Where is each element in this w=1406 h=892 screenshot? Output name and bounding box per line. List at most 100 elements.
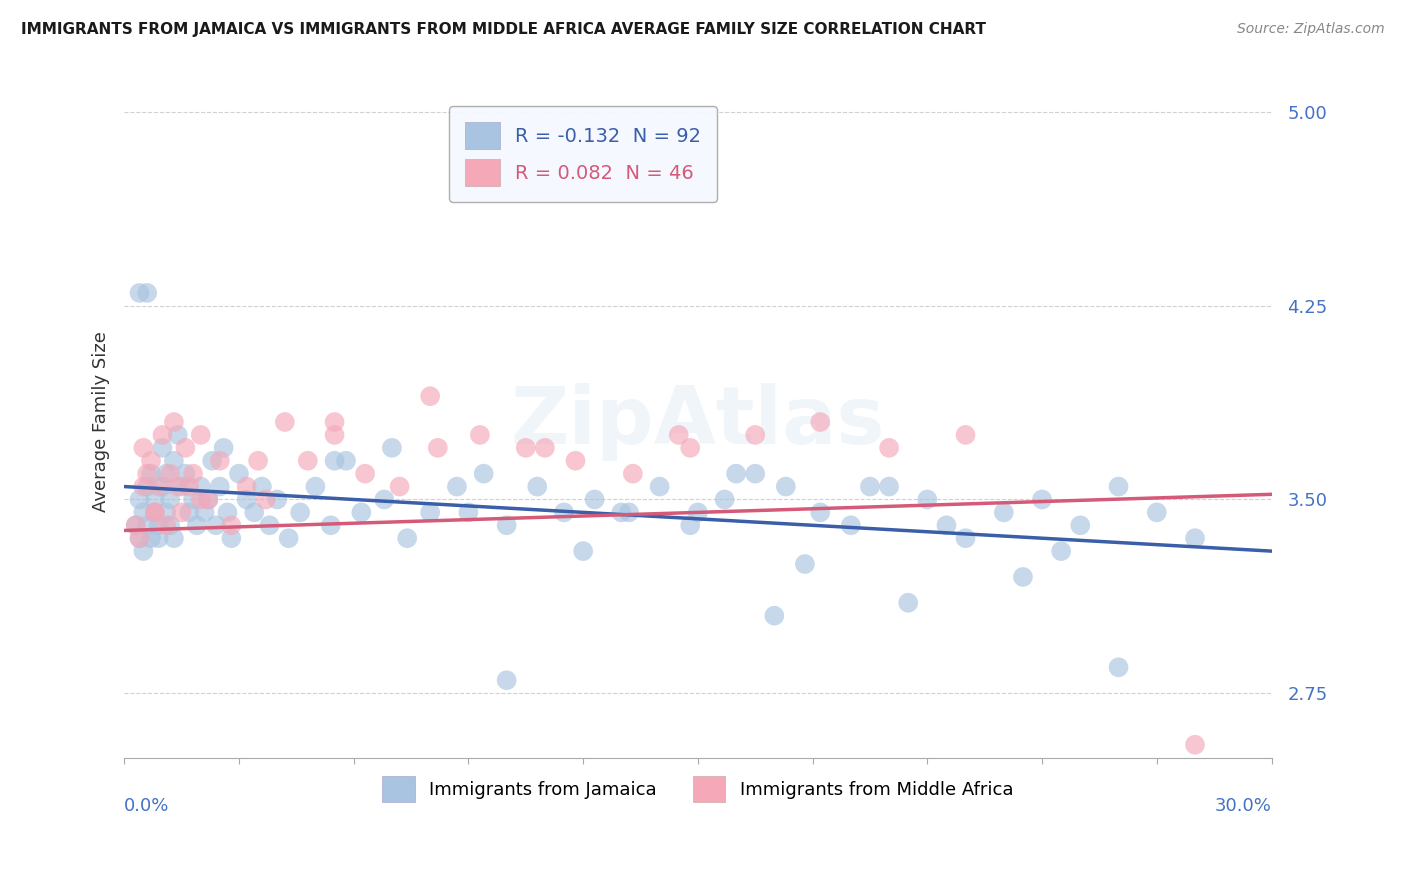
Point bbox=[794, 557, 817, 571]
Point bbox=[744, 467, 766, 481]
Point bbox=[179, 505, 201, 519]
Point bbox=[993, 505, 1015, 519]
Point bbox=[125, 518, 148, 533]
Point bbox=[247, 454, 270, 468]
Point bbox=[495, 518, 517, 533]
Point bbox=[186, 518, 208, 533]
Point bbox=[190, 428, 212, 442]
Point bbox=[495, 673, 517, 688]
Point bbox=[143, 505, 166, 519]
Point bbox=[1069, 518, 1091, 533]
Point bbox=[266, 492, 288, 507]
Point bbox=[159, 518, 181, 533]
Point bbox=[179, 479, 201, 493]
Point bbox=[572, 544, 595, 558]
Point bbox=[763, 608, 786, 623]
Point bbox=[897, 596, 920, 610]
Point bbox=[274, 415, 297, 429]
Point bbox=[775, 479, 797, 493]
Point bbox=[132, 441, 155, 455]
Point bbox=[159, 467, 181, 481]
Point bbox=[1031, 492, 1053, 507]
Point bbox=[128, 531, 150, 545]
Point bbox=[839, 518, 862, 533]
Point bbox=[534, 441, 557, 455]
Point bbox=[335, 454, 357, 468]
Point bbox=[323, 415, 346, 429]
Point bbox=[526, 479, 548, 493]
Point bbox=[648, 479, 671, 493]
Point bbox=[277, 531, 299, 545]
Point bbox=[181, 467, 204, 481]
Point bbox=[139, 531, 162, 545]
Point bbox=[354, 467, 377, 481]
Point bbox=[197, 492, 219, 507]
Point bbox=[208, 454, 231, 468]
Point bbox=[152, 441, 174, 455]
Point bbox=[877, 441, 900, 455]
Point bbox=[128, 285, 150, 300]
Point bbox=[808, 415, 831, 429]
Point bbox=[955, 428, 977, 442]
Point bbox=[197, 492, 219, 507]
Y-axis label: Average Family Size: Average Family Size bbox=[93, 332, 110, 512]
Point bbox=[163, 454, 186, 468]
Point bbox=[148, 531, 170, 545]
Point bbox=[181, 492, 204, 507]
Point bbox=[859, 479, 882, 493]
Point bbox=[457, 505, 479, 519]
Point bbox=[152, 479, 174, 493]
Point bbox=[174, 441, 197, 455]
Point bbox=[446, 479, 468, 493]
Point bbox=[228, 467, 250, 481]
Point bbox=[679, 518, 702, 533]
Point bbox=[1108, 479, 1130, 493]
Text: Source: ZipAtlas.com: Source: ZipAtlas.com bbox=[1237, 22, 1385, 37]
Point bbox=[143, 505, 166, 519]
Point bbox=[744, 428, 766, 442]
Point bbox=[163, 531, 186, 545]
Point bbox=[136, 285, 159, 300]
Point bbox=[155, 518, 177, 533]
Point bbox=[259, 518, 281, 533]
Point bbox=[1108, 660, 1130, 674]
Point bbox=[935, 518, 957, 533]
Point bbox=[304, 479, 326, 493]
Point bbox=[243, 505, 266, 519]
Point bbox=[148, 518, 170, 533]
Point bbox=[1012, 570, 1035, 584]
Point bbox=[235, 492, 257, 507]
Point bbox=[1184, 531, 1206, 545]
Point bbox=[235, 479, 257, 493]
Point bbox=[323, 428, 346, 442]
Point bbox=[205, 518, 228, 533]
Point bbox=[128, 492, 150, 507]
Point bbox=[713, 492, 735, 507]
Point bbox=[139, 467, 162, 481]
Point bbox=[221, 518, 243, 533]
Point bbox=[426, 441, 449, 455]
Point bbox=[808, 505, 831, 519]
Point bbox=[174, 467, 197, 481]
Point bbox=[155, 467, 177, 481]
Point bbox=[212, 441, 235, 455]
Point bbox=[1146, 505, 1168, 519]
Point bbox=[132, 544, 155, 558]
Point bbox=[250, 479, 273, 493]
Point bbox=[190, 479, 212, 493]
Point bbox=[564, 454, 586, 468]
Point bbox=[1184, 738, 1206, 752]
Point bbox=[297, 454, 319, 468]
Point bbox=[388, 479, 411, 493]
Point bbox=[221, 531, 243, 545]
Point bbox=[170, 479, 193, 493]
Point bbox=[166, 428, 188, 442]
Point bbox=[877, 479, 900, 493]
Point bbox=[381, 441, 404, 455]
Point bbox=[125, 518, 148, 533]
Point bbox=[148, 479, 170, 493]
Point bbox=[725, 467, 748, 481]
Point bbox=[553, 505, 575, 519]
Point bbox=[955, 531, 977, 545]
Point bbox=[152, 428, 174, 442]
